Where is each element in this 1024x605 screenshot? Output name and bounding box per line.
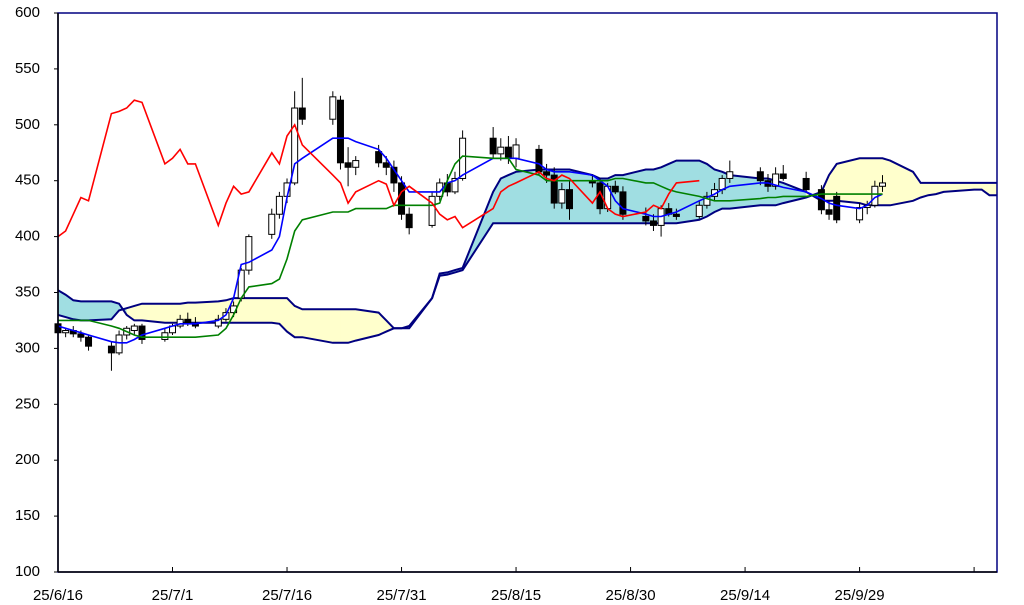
candle-body bbox=[833, 195, 841, 221]
x-tick-label: 25/6/16 bbox=[33, 587, 83, 604]
cloud-fill bbox=[500, 174, 509, 224]
cloud-fill bbox=[73, 300, 82, 321]
candle-body bbox=[642, 215, 650, 222]
candle-body bbox=[161, 332, 169, 340]
line bbox=[57, 137, 883, 344]
candle-body bbox=[619, 191, 627, 215]
candle-body bbox=[329, 96, 337, 120]
x-tick-label: 25/7/31 bbox=[377, 587, 427, 604]
cloud-fill bbox=[332, 309, 341, 344]
x-tick-label: 25/7/1 bbox=[152, 587, 194, 604]
candle-body bbox=[344, 162, 352, 168]
candle-body bbox=[62, 330, 70, 334]
plot-frame bbox=[57, 12, 998, 573]
candle-body bbox=[375, 151, 383, 164]
candle-body bbox=[558, 189, 566, 204]
cloud-fill bbox=[347, 309, 356, 344]
candle-body bbox=[275, 195, 283, 215]
candle-body bbox=[352, 160, 360, 168]
candle-body bbox=[772, 173, 780, 187]
line bbox=[57, 157, 997, 330]
candle-body bbox=[856, 207, 864, 221]
candle-body bbox=[85, 336, 93, 347]
cloud-fill bbox=[271, 297, 280, 325]
candle-body bbox=[115, 334, 123, 354]
candle-body bbox=[504, 146, 512, 159]
candle-body bbox=[512, 144, 520, 159]
candle-body bbox=[398, 182, 406, 215]
x-tick-label: 25/7/16 bbox=[262, 587, 312, 604]
y-tick-label: 200 bbox=[15, 451, 40, 468]
candle-body bbox=[535, 148, 543, 173]
candle-body bbox=[756, 171, 764, 182]
cloud-fill bbox=[248, 297, 273, 323]
candle-body bbox=[382, 162, 390, 168]
y-tick-label: 600 bbox=[15, 4, 40, 21]
candle-body bbox=[428, 195, 436, 226]
candle-body bbox=[497, 146, 505, 155]
candle-body bbox=[77, 333, 85, 338]
y-tick-label: 250 bbox=[15, 395, 40, 412]
candle-body bbox=[878, 182, 886, 187]
y-tick-label: 300 bbox=[15, 339, 40, 356]
x-tick-label: 25/9/29 bbox=[835, 587, 885, 604]
y-tick-label: 350 bbox=[15, 283, 40, 300]
candle-body bbox=[451, 177, 459, 193]
candle-body bbox=[291, 107, 299, 184]
y-tick-label: 500 bbox=[15, 116, 40, 133]
candle-body bbox=[107, 345, 115, 354]
candle-body bbox=[550, 174, 558, 204]
candle-body bbox=[130, 325, 138, 332]
y-tick-label: 450 bbox=[15, 172, 40, 189]
y-tick-label: 100 bbox=[15, 563, 40, 580]
candle-body bbox=[611, 185, 619, 193]
candle-body bbox=[802, 177, 810, 191]
candle-body bbox=[489, 137, 497, 155]
y-tick-label: 400 bbox=[15, 228, 40, 245]
cloud-fill bbox=[729, 174, 761, 209]
line bbox=[57, 99, 700, 238]
candle-body bbox=[222, 312, 230, 320]
candle-body bbox=[176, 318, 184, 327]
candle-body bbox=[726, 171, 734, 179]
cloud-fill bbox=[164, 303, 173, 323]
candle-body bbox=[672, 213, 680, 217]
x-tick-label: 25/8/15 bbox=[491, 587, 541, 604]
candle-body bbox=[405, 213, 413, 229]
x-tick-label: 25/8/30 bbox=[606, 587, 656, 604]
candle-body bbox=[138, 325, 146, 340]
candle-body bbox=[703, 195, 711, 206]
cloud-fill bbox=[294, 305, 303, 338]
candle-body bbox=[649, 220, 657, 226]
candle-body bbox=[214, 318, 222, 327]
candle-body bbox=[336, 99, 344, 164]
cloud-fill bbox=[989, 182, 998, 196]
y-tick-label: 150 bbox=[15, 507, 40, 524]
x-tick-label: 25/9/14 bbox=[720, 587, 770, 604]
cloud-fill bbox=[340, 309, 349, 344]
cloud-fill bbox=[508, 171, 517, 224]
candle-body bbox=[298, 107, 306, 120]
y-tick-label: 550 bbox=[15, 60, 40, 77]
cloud-fill bbox=[80, 301, 89, 321]
cloud-fill bbox=[88, 301, 112, 321]
candle-body bbox=[779, 173, 787, 179]
line bbox=[58, 155, 883, 338]
cloud-fill bbox=[859, 158, 868, 206]
candle-body bbox=[565, 189, 573, 210]
candle-body bbox=[825, 209, 833, 215]
candle-body bbox=[245, 236, 253, 271]
candle-body bbox=[695, 204, 703, 217]
candle-body bbox=[268, 213, 276, 235]
cloud-fill bbox=[882, 158, 891, 206]
candle-body bbox=[543, 171, 551, 176]
candle-body bbox=[436, 182, 444, 197]
cloud-fill bbox=[240, 297, 250, 323]
